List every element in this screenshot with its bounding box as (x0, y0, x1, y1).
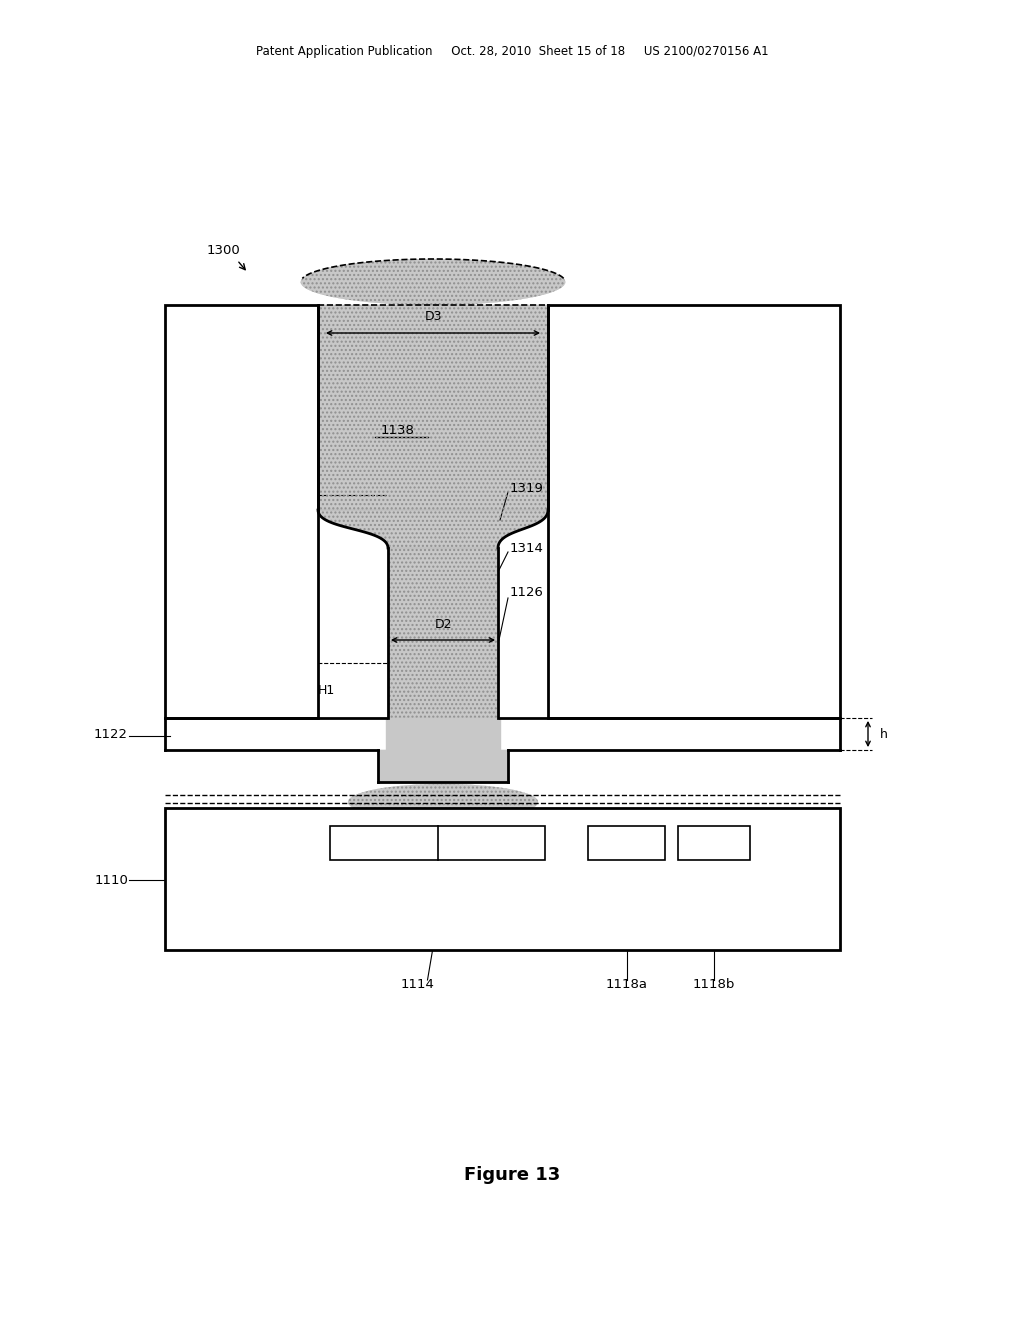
Text: h: h (880, 727, 888, 741)
Text: D1: D1 (434, 735, 452, 748)
Text: 1122: 1122 (94, 729, 128, 742)
Text: 1300: 1300 (207, 243, 241, 256)
Text: D2: D2 (434, 619, 452, 631)
Text: 1318: 1318 (605, 368, 639, 381)
Text: 1118b: 1118b (693, 978, 735, 991)
Text: 1110: 1110 (94, 874, 128, 887)
Text: H1: H1 (318, 684, 335, 697)
Polygon shape (318, 305, 548, 510)
Ellipse shape (301, 259, 565, 305)
Polygon shape (386, 718, 500, 750)
Polygon shape (165, 305, 318, 718)
Text: Patent Application Publication     Oct. 28, 2010  Sheet 15 of 18     US 2100/027: Patent Application Publication Oct. 28, … (256, 45, 768, 58)
Bar (588, 826, 665, 861)
Polygon shape (388, 548, 498, 718)
Polygon shape (548, 305, 840, 718)
Text: D3: D3 (424, 310, 441, 323)
Text: Figure 13: Figure 13 (464, 1166, 560, 1184)
Polygon shape (318, 510, 548, 548)
Text: H3: H3 (199, 506, 216, 517)
Polygon shape (378, 750, 508, 781)
Text: 1310: 1310 (640, 449, 674, 462)
Text: H2: H2 (261, 601, 279, 612)
Polygon shape (165, 808, 840, 950)
Text: 1319: 1319 (510, 482, 544, 495)
Ellipse shape (348, 784, 538, 820)
Text: 1118a: 1118a (605, 978, 647, 991)
Text: 1126: 1126 (510, 586, 544, 598)
Bar (678, 826, 750, 861)
Text: 1138: 1138 (381, 424, 415, 437)
Bar (330, 826, 545, 861)
Text: 1314: 1314 (510, 541, 544, 554)
Text: 1114: 1114 (400, 978, 434, 991)
